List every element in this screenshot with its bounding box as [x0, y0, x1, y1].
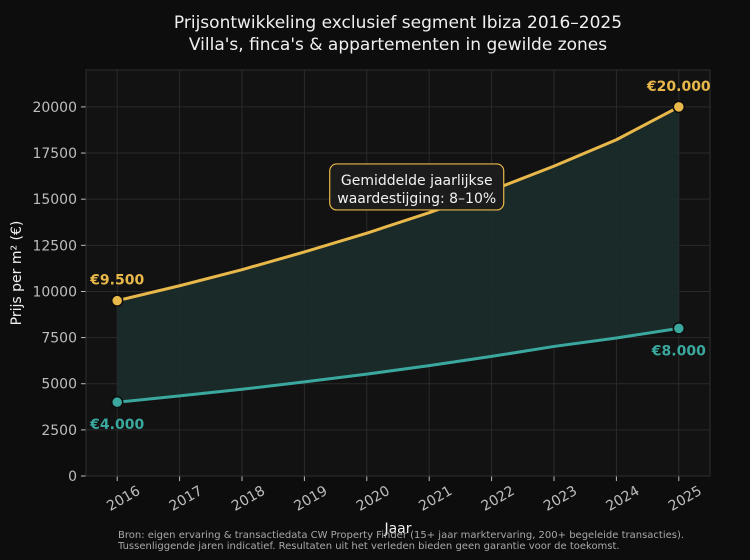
- source-note-line-2: Tussenliggende jaren indicatief. Resulta…: [117, 541, 620, 552]
- upper-point: [672, 100, 686, 114]
- y-tick-label: 20000: [32, 100, 77, 116]
- y-tick-label: 2500: [41, 423, 77, 439]
- upper-value-label: €9.500: [89, 273, 144, 289]
- annotation-text: waardestijging: 8–10%: [337, 191, 496, 207]
- upper-point: [110, 294, 124, 307]
- lower-point: [672, 322, 686, 335]
- annotation-frame: [329, 163, 505, 211]
- y-tick-label: 12500: [32, 238, 77, 254]
- y-tick-label: 0: [68, 469, 77, 485]
- lower-series-line: [115, 326, 681, 404]
- y-axis-label: Prijs per m² (€): [9, 221, 25, 326]
- lower-point: [110, 395, 124, 409]
- upper-value-label: €20.000: [646, 79, 711, 95]
- annotation-text: Gemiddelde jaarlijkse: [341, 173, 493, 189]
- lower-value-label: €4.000: [89, 417, 144, 433]
- x-axis-label: Jaar: [383, 521, 411, 537]
- y-tick-label: 15000: [32, 192, 77, 208]
- price-band-fill: [117, 106, 679, 403]
- series-lines: [115, 105, 681, 404]
- y-tick-label: 7500: [41, 331, 77, 347]
- chart-title: Prijsontwikkeling exclusief segment Ibiz…: [174, 13, 622, 33]
- plot-frame: [85, 69, 711, 477]
- y-tick-label: 10000: [32, 284, 77, 300]
- upper-series-line: [115, 105, 681, 303]
- annotation-box: Gemiddelde jaarlijkse waardestijging: 8–1…: [329, 163, 505, 211]
- series-points: [110, 100, 686, 409]
- value-labels: €9.500 €20.000 €4.000 €8.000: [89, 79, 711, 433]
- y-tick-label: 5000: [41, 377, 77, 393]
- chart-subtitle: Villa's, finca's & appartementen in gewi…: [189, 35, 607, 55]
- y-tick-label: 17500: [32, 146, 77, 162]
- price-band: [117, 106, 679, 403]
- source-note-line-1: Bron: eigen ervaring & transactiedata CW…: [118, 530, 684, 541]
- lower-value-label: €8.000: [651, 343, 706, 359]
